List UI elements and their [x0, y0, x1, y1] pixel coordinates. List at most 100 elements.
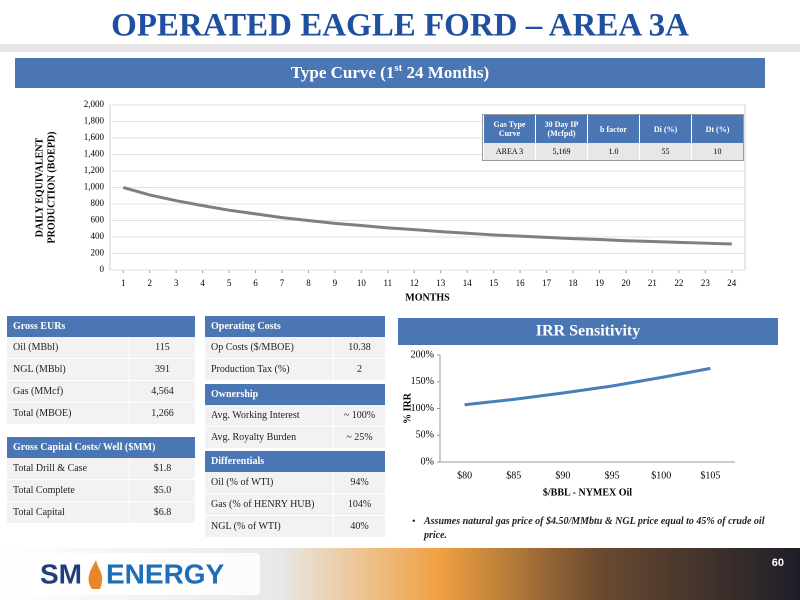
x-tick-label: $95 [605, 470, 620, 481]
row-label: Total Complete [13, 485, 75, 496]
row-label: Total (MBOE) [13, 408, 72, 419]
x-tick-label: 19 [595, 278, 605, 288]
row-label: Oil (% of WTI) [211, 477, 274, 488]
y-tick-label: 1,600 [84, 132, 105, 142]
logo-bg [30, 553, 260, 595]
banner-part: Type Curve (1 [291, 63, 395, 82]
bullet: • [412, 516, 416, 527]
inset-table: Gas Type Curve 30 Day IP (Mcfpd) b factor D… [482, 114, 744, 161]
y-tick-label: 800 [91, 198, 105, 208]
footnote: Assumes natural gas price of $4.50/MMbtu… [424, 516, 765, 541]
page-number: 60 [772, 557, 784, 569]
banner-part: 24 Months) [402, 63, 489, 82]
y-tick-label: 100% [411, 403, 434, 414]
slide-title: OPERATED EAGLE FORD – AREA 3A [111, 8, 689, 44]
x-tick-label: 4 [200, 278, 205, 288]
y-tick-label: 0% [421, 456, 434, 467]
inset-header: Gas Type Curve 30 Day IP (Mcfpd) b factor D… [483, 115, 743, 143]
x-tick-label: 11 [383, 278, 392, 288]
row-label: Gas (MMcf) [13, 386, 64, 397]
row-value: 94% [333, 472, 385, 493]
x-tick-label: 1 [121, 278, 126, 288]
row-label: Avg. Royalty Burden [211, 432, 297, 443]
table-header: Operating Costs [205, 316, 385, 337]
x-tick-label: 13 [436, 278, 446, 288]
row-label: Total Drill & Case [13, 463, 88, 474]
table: Operating Costs Op Costs ($/MBOE) 10.38 Pro… [205, 316, 385, 381]
inset-header-cell: Gas Type Curve [483, 115, 535, 143]
table: Gross Capital Costs/ Well ($MM) Total Dri… [7, 437, 195, 524]
x-tick-label: 12 [410, 278, 419, 288]
table-header: Differentials [205, 451, 385, 472]
x-tick-label: 20 [621, 278, 631, 288]
row-value: 1,266 [129, 403, 195, 424]
table: Differentials Oil (% of WTI) 94% Gas (% of … [205, 451, 385, 538]
inset-cell: 5,169 [535, 143, 587, 160]
x-tick-label: 8 [306, 278, 311, 288]
row-label: Gas (% of HENRY HUB) [211, 499, 315, 510]
table-header: Gross EURs [7, 316, 195, 337]
x-axis-label: $/BBL - NYMEX Oil [543, 487, 632, 498]
y-axis-label: DAILY EQUIVALENT [34, 137, 45, 237]
x-tick-label: 10 [357, 278, 367, 288]
table-row: Oil (% of WTI) 94% [205, 472, 385, 494]
inset-header-cell: b factor [587, 115, 639, 143]
banner-title: Type Curve (1st 24 Months) [291, 62, 489, 82]
row-value: 4,564 [129, 381, 195, 402]
x-tick-label: 23 [701, 278, 711, 288]
x-tick-label: 6 [253, 278, 258, 288]
table: Ownership Avg. Working Interest ~ 100% Avg.… [205, 384, 385, 449]
data-line [464, 366, 711, 407]
row-label: Op Costs ($/MBOE) [211, 342, 294, 353]
x-tick-label: 5 [227, 278, 232, 288]
inset-header-cell: Di (%) [639, 115, 691, 143]
x-tick-label: 3 [174, 278, 179, 288]
x-tick-label: 22 [674, 278, 683, 288]
row-label: Production Tax (%) [211, 364, 290, 375]
banner [15, 58, 765, 88]
y-tick-label: 150% [411, 376, 434, 387]
x-tick-label: $105 [700, 470, 720, 481]
row-value: ~ 25% [333, 427, 385, 448]
row-label: NGL (% of WTI) [211, 521, 281, 532]
data-line [122, 186, 732, 246]
x-tick-label: $100 [651, 470, 671, 481]
x-tick-label: $90 [555, 470, 570, 481]
logo-flame [88, 560, 103, 589]
x-tick-label: 15 [489, 278, 499, 288]
row-value: 2 [333, 359, 385, 380]
table-row: Gas (MMcf) 4,564 [7, 381, 195, 403]
inset-cell: 55 [639, 143, 691, 160]
table-header: Ownership [205, 384, 385, 405]
table-row: Total Drill & Case $1.8 [7, 458, 195, 480]
logo-sm: SM [40, 558, 82, 589]
logo-energy: ENERGY [106, 558, 225, 589]
table-row: Avg. Working Interest ~ 100% [205, 405, 385, 427]
inset-cell: 1.0 [587, 143, 639, 160]
table-row: NGL (% of WTI) 40% [205, 516, 385, 538]
row-value: 104% [333, 494, 385, 515]
y-tick-label: 400 [91, 231, 105, 241]
x-tick-label: 2 [147, 278, 152, 288]
table-row: Total Capital $6.8 [7, 502, 195, 524]
x-tick-label: 9 [333, 278, 338, 288]
x-tick-label: 21 [648, 278, 657, 288]
row-value: 10.38 [333, 337, 385, 358]
irr-title: IRR Sensitivity [536, 323, 640, 340]
row-value: 40% [333, 516, 385, 537]
table-row: Production Tax (%) 2 [205, 359, 385, 381]
y-tick-label: 200 [91, 248, 105, 258]
y-tick-label: 0 [100, 264, 105, 274]
x-tick-label: 16 [516, 278, 526, 288]
row-label: NGL (MBbl) [13, 364, 66, 375]
inset-cell: 10 [691, 143, 743, 160]
x-tick-label: 18 [569, 278, 579, 288]
table-row: Op Costs ($/MBOE) 10.38 [205, 337, 385, 359]
x-tick-label: $85 [506, 470, 521, 481]
y-tick-label: 600 [91, 215, 105, 225]
y-tick-label: 1,800 [84, 116, 105, 126]
row-value: $1.8 [129, 458, 195, 479]
table-row: Oil (MBbl) 115 [7, 337, 195, 359]
